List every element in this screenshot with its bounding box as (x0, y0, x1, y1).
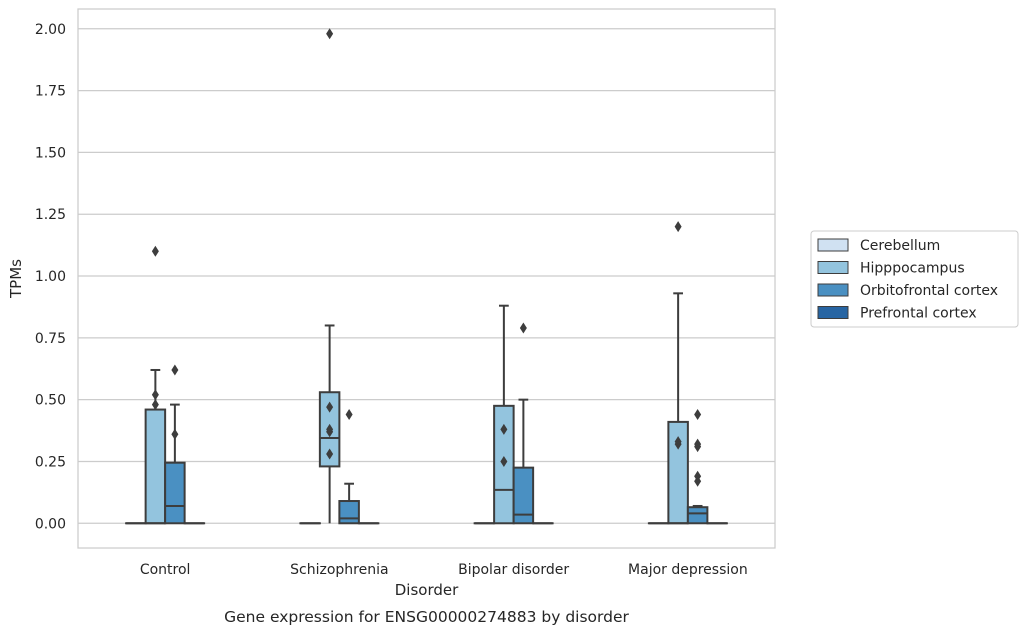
outlier-point (151, 399, 159, 411)
y-tick-label: 0.75 (35, 331, 66, 347)
box-body (164, 461, 186, 525)
x-tick-label: Major depression (628, 562, 748, 578)
y-tick-label: 1.25 (35, 207, 66, 223)
y-tick-label: 1.75 (35, 84, 66, 100)
legend-label: Hipppocampus (860, 261, 965, 277)
outlier-point (694, 470, 702, 482)
outlier-point (694, 438, 702, 450)
plot-frame (77, 8, 776, 549)
x-axis-label: Disorder (395, 581, 459, 599)
y-tick-label: 0.50 (35, 393, 66, 409)
box-body (512, 466, 535, 525)
y-tick-label: 2.00 (35, 22, 66, 38)
outlier-point (694, 408, 702, 420)
outlier-point (326, 401, 334, 413)
outlier-point (326, 28, 334, 40)
outlier-point (500, 455, 508, 467)
box-orbitofrontal-cortex (686, 408, 709, 525)
box-hipppocampus (318, 28, 341, 524)
y-tick-label: 1.50 (35, 145, 66, 161)
y-axis-label: TPMs (7, 259, 25, 299)
gridlines (78, 28, 775, 524)
legend-swatch (817, 238, 849, 252)
outlier-point (326, 448, 334, 460)
x-tick-label: Schizophrenia (290, 562, 388, 578)
legend-frame (810, 230, 1019, 328)
outlier-point (500, 423, 508, 435)
outlier-point (519, 322, 527, 334)
box-hipppocampus (667, 221, 689, 525)
box-hipppocampus (493, 304, 515, 525)
box-hipppocampus (144, 245, 167, 525)
legend-swatch (817, 261, 849, 274)
legend-label: Cerebellum (860, 238, 940, 254)
outlier-point (674, 221, 682, 233)
legend: Cerebellum Hipppocampus Orbitofrontal cort… (810, 230, 1019, 328)
outlier-point (345, 408, 353, 420)
box-body (338, 500, 360, 525)
box-orbitofrontal-cortex (512, 322, 535, 525)
chart-caption: Gene expression for ENSG00000274883 by d… (224, 608, 629, 626)
boxes (125, 28, 728, 525)
legend-swatch (817, 306, 849, 319)
outlier-point (151, 245, 159, 257)
y-tick-label: 0.25 (35, 454, 66, 470)
outlier-point (326, 423, 334, 435)
x-tick-labels: Control Schizophrenia Bipolar disorder Majo… (140, 562, 748, 578)
y-tick-label: 0.00 (35, 516, 66, 532)
box-orbitofrontal-cortex (338, 408, 360, 525)
outlier-point (151, 389, 159, 401)
legend-label: Orbitofrontal cortex (860, 283, 998, 299)
y-tick-labels: 0.00 0.25 0.50 0.75 1.00 1.25 1.50 1.75 2.00 (35, 22, 66, 532)
box-body (144, 408, 167, 525)
x-tick-label: Control (140, 562, 191, 578)
outlier-point (674, 436, 682, 448)
outlier-point (171, 428, 179, 440)
outlier-point (171, 364, 179, 376)
legend-swatch (817, 283, 849, 297)
box-body (686, 506, 709, 525)
box-orbitofrontal-cortex (164, 364, 186, 525)
x-tick-label: Bipolar disorder (458, 562, 569, 578)
legend-label: Prefrontal cortex (860, 306, 977, 322)
y-tick-label: 1.00 (35, 269, 66, 285)
